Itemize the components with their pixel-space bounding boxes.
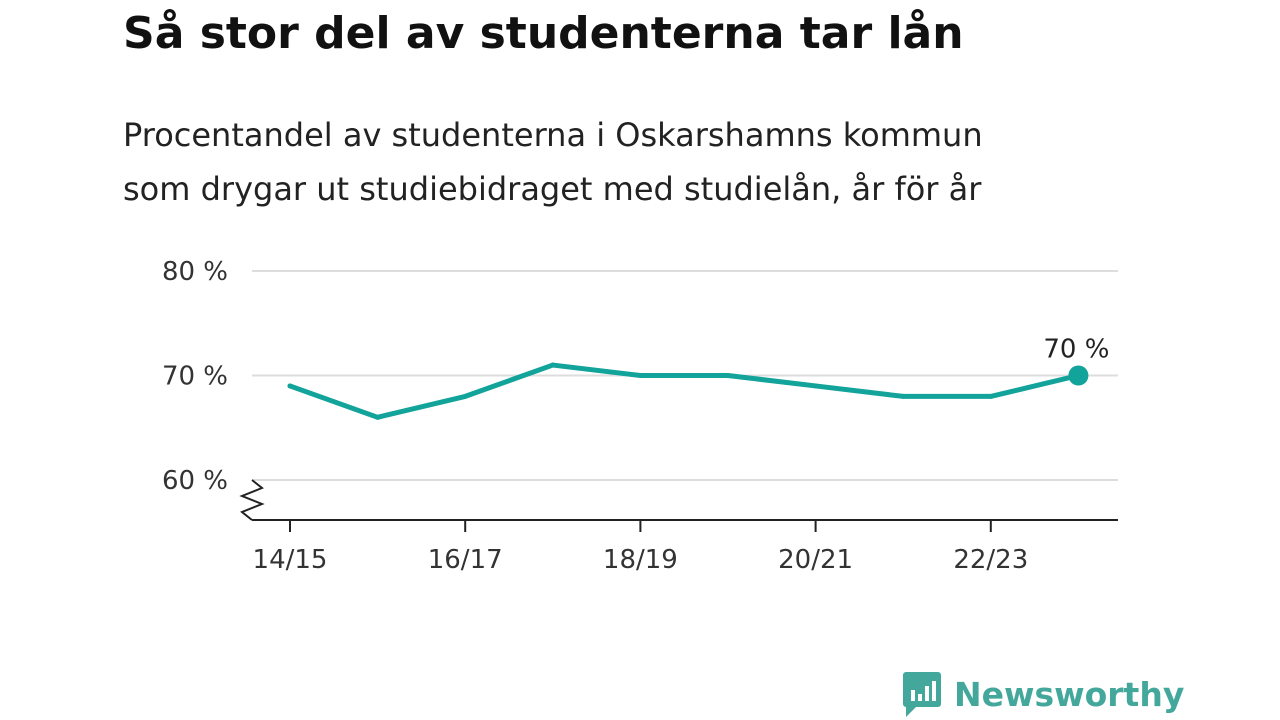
y-axis-tick-labels: 60 % 70 % 80 % bbox=[162, 257, 228, 496]
data-point-15-16 bbox=[375, 414, 381, 420]
data-label-23-24: 70 % bbox=[1043, 335, 1109, 365]
data-point-21-22 bbox=[900, 393, 906, 399]
data-point-22-23 bbox=[988, 393, 994, 399]
chart-title: Så stor del av studenterna tar lån bbox=[123, 8, 964, 59]
data-point-19-20 bbox=[725, 373, 731, 378]
x-tick-label-20-21: 20/21 bbox=[778, 545, 853, 575]
data-point-17-18 bbox=[550, 362, 556, 368]
y-tick-label-60: 60 % bbox=[162, 466, 228, 496]
highlight-point-23-24 bbox=[1068, 365, 1089, 386]
data-point-16-17 bbox=[462, 393, 468, 399]
subtitle-line-2: som drygar ut studiebidraget med studiel… bbox=[123, 170, 982, 208]
y-tick-label-70: 70 % bbox=[162, 362, 228, 392]
chart-subtitle: Procentandel av studenterna i Oskarshamn… bbox=[123, 108, 1163, 216]
brand-logo: Newsworthy bbox=[902, 670, 1184, 718]
annotation-layer: 70 % bbox=[1043, 335, 1109, 386]
brand-name: Newsworthy bbox=[954, 674, 1185, 714]
newsworthy-logo-icon bbox=[903, 672, 941, 717]
y-tick-label-80: 80 % bbox=[162, 257, 228, 287]
series-line-0 bbox=[287, 362, 1081, 420]
x-tick-label-22-23: 22/23 bbox=[953, 545, 1028, 575]
series-layer bbox=[287, 362, 1081, 420]
y-axis-break-mark bbox=[239, 479, 265, 521]
x-tick-label-18-19: 18/19 bbox=[603, 545, 678, 575]
data-point-14-15 bbox=[287, 383, 293, 389]
data-point-20-21 bbox=[813, 383, 819, 389]
x-axis: 14/15 16/17 18/19 20/21 22/23 bbox=[239, 479, 1118, 575]
data-point-18-19 bbox=[637, 373, 643, 378]
x-tick-label-14-15: 14/15 bbox=[253, 545, 328, 575]
subtitle-line-1: Procentandel av studenterna i Oskarshamn… bbox=[123, 116, 983, 154]
x-tick-label-16-17: 16/17 bbox=[428, 545, 503, 575]
